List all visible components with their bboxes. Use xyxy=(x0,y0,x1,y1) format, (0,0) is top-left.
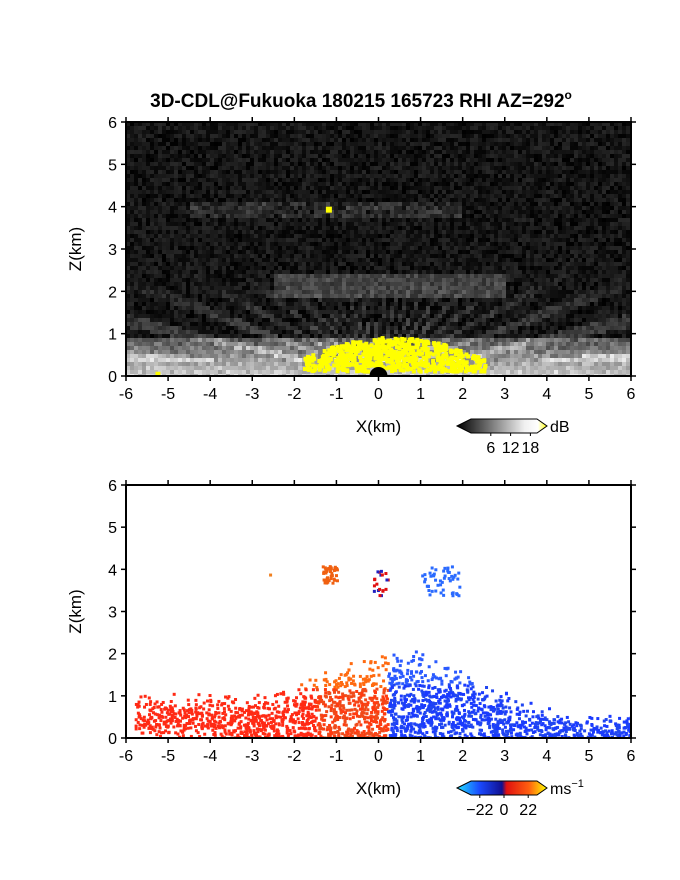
x-tick-label: -4 xyxy=(203,386,217,403)
x-tick-label: -4 xyxy=(203,748,217,765)
colorbar-tick-label: −22 xyxy=(466,802,493,819)
y-tick-label: 1 xyxy=(108,689,117,706)
x-tick-label: 3 xyxy=(500,386,509,403)
x-tick-label: -6 xyxy=(119,748,133,765)
x-tick-label: 0 xyxy=(374,748,383,765)
figure-title-degree: o xyxy=(565,88,572,102)
x-tick-label: -5 xyxy=(161,386,175,403)
y-tick-label: 3 xyxy=(108,242,117,259)
x-tick-label: 6 xyxy=(627,386,636,403)
x-tick-label: 5 xyxy=(584,748,593,765)
colorbar-tick-label: 22 xyxy=(519,802,537,819)
colorbar-ramp xyxy=(455,418,548,434)
upper-layer-echoes xyxy=(269,565,462,598)
plot-area xyxy=(126,485,631,738)
y-tick-label: 5 xyxy=(108,520,117,537)
x-tick-label: 2 xyxy=(458,386,467,403)
doppler-velocity-panel: -6 -5 -4 -3 -2 -1 0 1 2 3 4 5 6 0 1 2 3 4 5 6 X(km) Z(km) −22 0… xyxy=(66,478,636,819)
colorbar-ramp xyxy=(455,780,548,796)
radar-site-marker xyxy=(369,367,388,376)
x-tick-label: 4 xyxy=(542,386,551,403)
figure-title-text: 3D-CDL@Fukuoka 180215 165723 RHI AZ=292 xyxy=(150,91,564,112)
y-tick-label: 0 xyxy=(108,369,117,386)
x-tick-label: 2 xyxy=(458,748,467,765)
y-tick-label: 1 xyxy=(108,327,117,344)
y-tick-label: 6 xyxy=(108,115,117,132)
x-tick-label: 1 xyxy=(416,748,425,765)
x-tick-label: 1 xyxy=(416,386,425,403)
colorbar-unit: ms−1 xyxy=(550,778,584,798)
y-tick-label: 6 xyxy=(108,478,117,495)
doppler-velocity-field xyxy=(134,650,631,738)
y-tick-label: 2 xyxy=(108,647,117,664)
colorbar-unit-exponent: −1 xyxy=(571,778,584,790)
colorbar: 6 12 18 dB xyxy=(455,418,570,457)
x-tick-label: 3 xyxy=(500,748,509,765)
y-tick-label: 4 xyxy=(108,562,117,579)
x-tick-label: -6 xyxy=(119,386,133,403)
yellow-speck xyxy=(155,371,161,376)
bright-spot xyxy=(325,206,332,213)
strong-echo-region xyxy=(302,336,488,374)
x-tick-label: 0 xyxy=(374,386,383,403)
y-tick-label: 3 xyxy=(108,605,117,622)
figure-title: 3D-CDL@Fukuoka 180215 165723 RHI AZ=292o xyxy=(150,88,572,112)
x-tick-label: 4 xyxy=(542,748,551,765)
plot-area xyxy=(126,122,631,376)
reflectivity-field xyxy=(126,122,631,376)
x-axis-label: X(km) xyxy=(356,417,401,436)
colorbar-tick-label: 18 xyxy=(522,440,540,457)
x-tick-label: 5 xyxy=(584,386,593,403)
y-tick-label: 2 xyxy=(108,284,117,301)
y-axis-label: Z(km) xyxy=(66,589,85,633)
y-tick-label: 5 xyxy=(108,157,117,174)
x-tick-label: -2 xyxy=(287,386,301,403)
x-tick-label: 6 xyxy=(627,748,636,765)
x-tick-label: -1 xyxy=(329,386,343,403)
x-tick-label: -1 xyxy=(329,748,343,765)
x-axis-label: X(km) xyxy=(356,779,401,798)
x-tick-label: -5 xyxy=(161,748,175,765)
colorbar: −22 0 22 ms−1 xyxy=(455,778,584,819)
colorbar-unit: dB xyxy=(550,419,570,436)
y-axis-label: Z(km) xyxy=(66,227,85,271)
y-tick-label: 4 xyxy=(108,200,117,217)
y-tick-label: 0 xyxy=(108,731,117,748)
x-tick-label: -3 xyxy=(245,748,259,765)
x-tick-label: -3 xyxy=(245,386,259,403)
x-tick-label: -2 xyxy=(287,748,301,765)
colorbar-tick-label: 0 xyxy=(500,802,509,819)
colorbar-tick-label: 6 xyxy=(486,440,495,457)
colorbar-tick-label: 12 xyxy=(502,440,520,457)
